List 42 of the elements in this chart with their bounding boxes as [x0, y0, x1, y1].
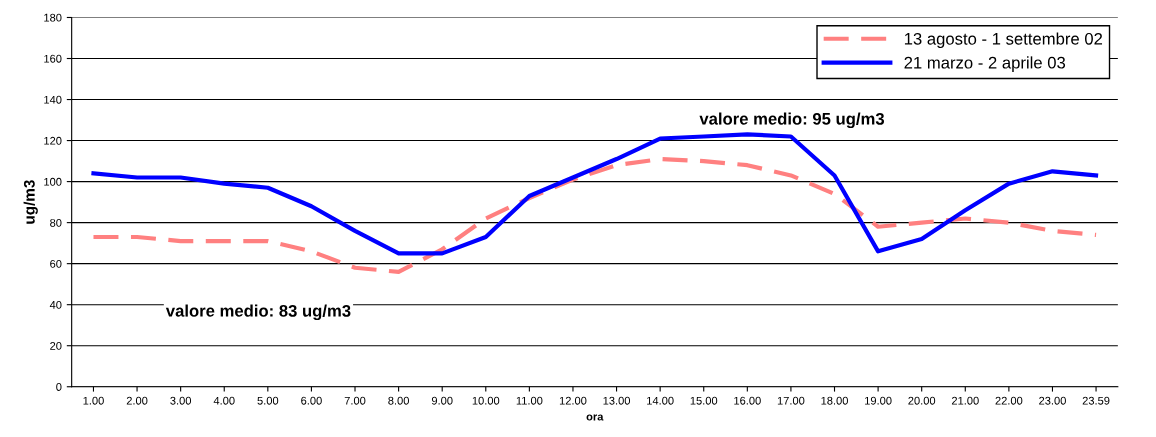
annotation: valore medio: 83 ug/m3: [165, 304, 351, 321]
x-tick-label: 2.00: [126, 396, 148, 405]
x-tick-label: 20.00: [908, 396, 936, 405]
x-tick-label: 23.59: [1082, 396, 1110, 405]
x-tick-label: 17.00: [777, 396, 805, 405]
x-tick-label: 9.00: [431, 396, 453, 405]
y-tick-label: 160: [44, 54, 62, 63]
x-tick-label: 15.00: [690, 396, 718, 405]
y-tick-label: 80: [50, 218, 62, 227]
legend-label: 13 agosto - 1 settembre 02: [904, 32, 1103, 49]
x-tick-label: 5.00: [257, 396, 279, 405]
x-tick-label: 21.00: [951, 396, 979, 405]
legend-label: 21 marzo - 2 aprile 03: [904, 56, 1066, 72]
y-tick-label: 120: [44, 136, 62, 145]
y-tick-label: 60: [50, 259, 62, 268]
x-tick-label: 22.00: [995, 396, 1023, 405]
x-tick-label: 3.00: [170, 396, 192, 405]
y-axis-title: ug/m3: [23, 180, 38, 224]
x-tick-label: 11.00: [516, 396, 543, 405]
x-tick-label: 8.00: [388, 396, 409, 405]
x-tick-label: 19.00: [865, 396, 892, 405]
annotation: valore medio: 95 ug/m3: [699, 112, 885, 129]
x-tick-label: 6.00: [301, 396, 322, 405]
x-tick-label: 7.00: [344, 396, 366, 405]
y-tick-label: 140: [44, 95, 62, 104]
x-tick-label: 16.00: [734, 396, 761, 405]
x-tick-label: 18.00: [821, 396, 848, 405]
y-tick-label: 100: [44, 177, 62, 186]
x-tick-label: 23.00: [1039, 396, 1066, 405]
y-tick-label: 180: [44, 13, 62, 22]
x-tick-label: 14.00: [647, 396, 674, 405]
x-axis-title: ora: [586, 414, 604, 421]
y-tick-label: 20: [50, 341, 62, 350]
y-tick-label: 0: [56, 383, 62, 391]
y-tick-label: 40: [49, 300, 62, 309]
x-tick-label: 10.00: [472, 396, 500, 405]
x-tick-label: 1.00: [83, 396, 104, 405]
x-tick-label: 4.00: [213, 396, 235, 405]
line-series: [91, 132, 1099, 256]
x-tick-label: 12.00: [559, 396, 587, 405]
line-series: [91, 156, 1099, 274]
x-tick-label: 13.00: [603, 396, 631, 405]
